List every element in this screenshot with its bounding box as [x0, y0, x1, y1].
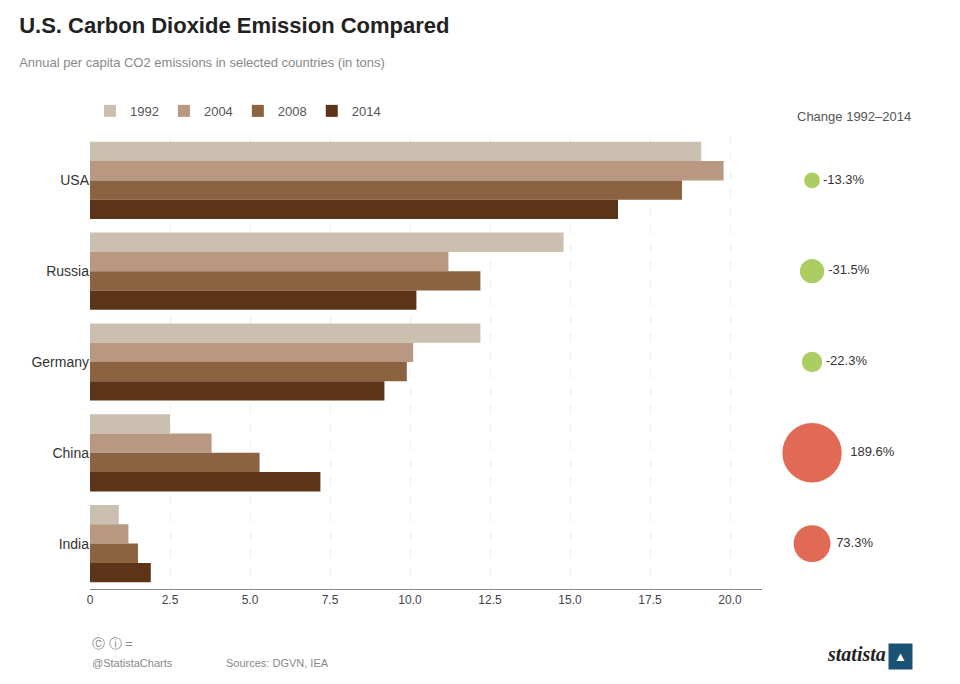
- svg-text:2008: 2008: [278, 104, 307, 119]
- svg-text:1992: 1992: [130, 104, 159, 119]
- svg-text:-13.3%: -13.3%: [823, 172, 865, 187]
- svg-text:2004: 2004: [204, 104, 233, 119]
- svg-text:Change 1992–2014: Change 1992–2014: [797, 109, 911, 124]
- svg-text:-31.5%: -31.5%: [828, 262, 870, 277]
- svg-text:statista: statista: [827, 643, 886, 665]
- svg-text:0: 0: [87, 593, 94, 607]
- svg-text:Germany: Germany: [31, 354, 89, 370]
- svg-text:China: China: [52, 445, 89, 461]
- svg-text:Sources: DGVN, IEA: Sources: DGVN, IEA: [226, 657, 329, 669]
- svg-text:@StatistaCharts: @StatistaCharts: [92, 657, 173, 669]
- svg-text:5.0: 5.0: [242, 593, 259, 607]
- svg-text:73.3%: 73.3%: [836, 535, 873, 550]
- svg-text:2014: 2014: [352, 104, 381, 119]
- svg-text:7.5: 7.5: [322, 593, 339, 607]
- svg-text:India: India: [59, 536, 90, 552]
- svg-text:▲: ▲: [894, 649, 907, 664]
- svg-text:Annual per capita CO2 emission: Annual per capita CO2 emissions in selec…: [19, 55, 385, 70]
- svg-text:20.0: 20.0: [718, 593, 742, 607]
- svg-text:-22.3%: -22.3%: [826, 353, 868, 368]
- svg-text:Ⓒ ⓘ =: Ⓒ ⓘ =: [92, 636, 133, 651]
- svg-text:15.0: 15.0: [558, 593, 582, 607]
- svg-text:189.6%: 189.6%: [850, 444, 895, 459]
- svg-text:U.S. Carbon Dioxide Emission C: U.S. Carbon Dioxide Emission Compared: [19, 13, 449, 38]
- svg-text:2.5: 2.5: [162, 593, 179, 607]
- svg-text:10.0: 10.0: [398, 593, 422, 607]
- svg-text:12.5: 12.5: [478, 593, 502, 607]
- svg-text:Russia: Russia: [46, 263, 89, 279]
- svg-text:17.5: 17.5: [638, 593, 662, 607]
- svg-text:USA: USA: [60, 172, 89, 188]
